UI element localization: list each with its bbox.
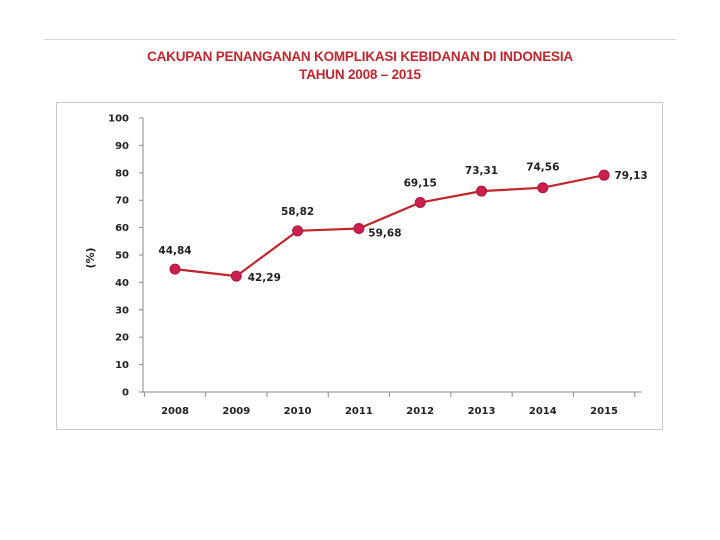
data-point (537, 182, 549, 194)
y-tick-label: 100 (108, 114, 129, 125)
x-tick-label: 2015 (590, 406, 618, 417)
series-line (174, 174, 605, 278)
y-tick-label: 0 (122, 388, 129, 399)
y-tick-label: 30 (115, 305, 129, 316)
data-point (292, 225, 304, 237)
x-tick-label: 2012 (406, 406, 434, 417)
y-axis-title: (%) (84, 247, 97, 268)
data-point (476, 185, 487, 197)
chart-frame (56, 102, 663, 430)
x-tick-label: 2009 (222, 406, 250, 417)
x-tick-label: 2014 (529, 406, 557, 417)
data-label: 59,68 (368, 227, 401, 239)
x-tick-label: 2013 (468, 406, 496, 417)
y-axis: 0 10 20 30 40 50 60 70 80 90 100 (108, 114, 144, 399)
chart-subtitle: TAHUN 2008 – 2015 (299, 67, 421, 82)
x-tick-label: 2010 (284, 406, 312, 417)
data-point (230, 270, 242, 282)
y-tick-label: 40 (115, 278, 129, 289)
series-group: 44,84 42,29 58,82 59,68 69,15 73,31 74,56 79,13 (158, 162, 647, 284)
y-tick-label: 80 (115, 168, 129, 179)
data-label: 58,82 (281, 206, 314, 218)
data-point (169, 263, 181, 275)
top-divider-line (44, 39, 676, 40)
y-tick-label: 70 (115, 196, 129, 207)
y-tick-label: 10 (115, 360, 129, 371)
y-tick-label: 20 (115, 333, 129, 344)
x-tick-label: 2008 (161, 406, 189, 417)
y-tick-label: 90 (115, 141, 129, 152)
data-label: 44,84 (158, 245, 191, 257)
data-label: 69,15 (404, 178, 437, 190)
x-tick-label: 2011 (345, 406, 373, 417)
chart-title-block: CAKUPAN PENANGANAN KOMPLIKASI KEBIDANAN … (60, 48, 660, 84)
y-tick-label: 60 (115, 223, 129, 234)
x-axis: 2008 2009 2010 2011 2012 2013 2014 2015 (143, 391, 642, 417)
data-point (414, 197, 426, 209)
data-point (353, 222, 365, 234)
data-label: 79,13 (614, 170, 647, 182)
data-label: 73,31 (465, 165, 498, 177)
y-tick-label: 50 (115, 251, 129, 262)
data-label: 74,56 (526, 162, 559, 174)
data-point (598, 169, 610, 181)
data-label: 42,29 (248, 272, 281, 284)
chart-title: CAKUPAN PENANGANAN KOMPLIKASI KEBIDANAN … (147, 49, 573, 64)
